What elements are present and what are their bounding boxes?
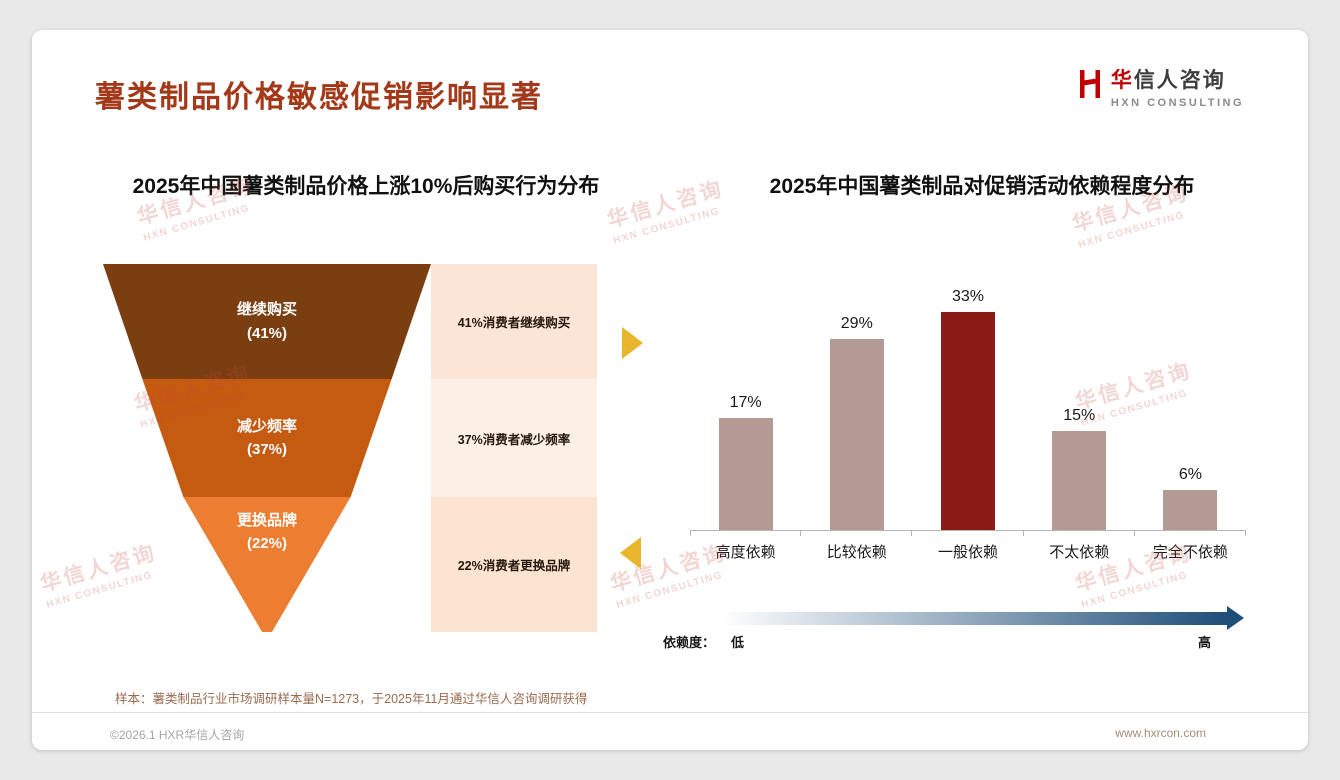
bar-高度依赖: [718, 418, 773, 530]
funnel-chart: 继续购买 (41%) 减少频率 (37%) 更换品牌 (22%): [103, 264, 431, 632]
logo-h-icon: [1078, 69, 1102, 104]
funnel-segment-continue-buying: 继续购买 (41%): [103, 264, 431, 379]
funnel-segment-label: 更换品牌 (22%): [236, 512, 297, 553]
funnel-annotation: 37%消费者减少频率: [431, 379, 597, 497]
bar-value-label: 17%: [729, 394, 762, 411]
bar-value-label: 6%: [1178, 466, 1202, 483]
bar-plot-area: 17% 29% 33% 15% 6%: [690, 275, 1246, 531]
bar-chart: 17% 29% 33% 15% 6% 高度依赖 比较依赖 一般依赖 不太依赖 完全不依赖: [690, 275, 1247, 562]
bar-value-label: 29%: [840, 315, 873, 332]
bar-category-label: 高度依赖: [690, 531, 802, 562]
logo-text: 华信人咨询 HXN CONSULTING: [1111, 64, 1244, 109]
bar-chart-title: 2025年中国薯类制品对促销活动依赖程度分布: [769, 175, 1195, 198]
right-arrow-icon: [622, 327, 643, 359]
page-title: 薯类制品价格敏感促销影响显著: [95, 81, 543, 114]
funnel-chart-title: 2025年中国薯类制品价格上涨10%后购买行为分布: [132, 175, 600, 198]
funnel-segment-reduce-frequency: 减少频率 (37%): [142, 379, 392, 497]
funnel-annotation: 41%消费者继续购买: [431, 264, 597, 379]
funnel-annotation: 22%消费者更换品牌: [431, 497, 597, 632]
dependency-legend-label: 依赖度：: [663, 635, 716, 650]
funnel-segment-switch-brand: 更换品牌 (22%): [183, 497, 351, 632]
copyright-text: ©2026.1 HXR华信人咨询: [110, 728, 245, 742]
bar-slot: 6%: [1135, 466, 1246, 530]
bar-一般依赖: [941, 312, 995, 530]
dependency-high-label: 高: [1197, 635, 1211, 650]
logo-en-name: HXN CONSULTING: [1110, 97, 1244, 109]
bar-category-label: 比较依赖: [801, 531, 913, 562]
logo-cn-name: 华信人咨询: [1110, 69, 1226, 92]
bar-比较依赖: [829, 339, 884, 530]
bar-完全不依赖: [1163, 490, 1218, 530]
bar-category-axis: 高度依赖 比较依赖 一般依赖 不太依赖 完全不依赖: [690, 531, 1247, 562]
gradient-arrowhead-icon: [1227, 606, 1244, 630]
slide-card: 华信人咨询 HXN CONSULTING 华信人咨询 HXN CONSULTING …: [32, 30, 1308, 750]
bar-category-label: 不太依赖: [1024, 531, 1136, 562]
bar-value-label: 33%: [951, 288, 985, 305]
dependency-low-label: 低: [731, 635, 745, 650]
bar-category-label: 一般依赖: [912, 531, 1024, 562]
bar-slot: 17%: [690, 394, 801, 530]
bar-不太依赖: [1052, 431, 1107, 530]
funnel-segment-label: 减少频率 (37%): [236, 417, 297, 458]
company-logo: 华信人咨询 HXN CONSULTING: [1078, 64, 1244, 109]
sample-footnote: 样本：薯类制品行业市场调研样本量N=1273，于2025年11月通过华信人咨询调…: [115, 692, 588, 706]
funnel-annotation-panel: 41%消费者继续购买 37%消费者减少频率 22%消费者更换品牌: [431, 264, 597, 632]
gradient-bar: [722, 611, 1227, 625]
dependency-axis-labels: 依赖度： 低 高: [663, 632, 1211, 651]
funnel-segment-label: 继续购买 (41%): [236, 301, 297, 342]
website-text: www.hxrcon.com: [1115, 726, 1206, 740]
bar-slot: 33%: [912, 288, 1023, 530]
bar-category-label: 完全不依赖: [1135, 531, 1247, 562]
bar-slot: 29%: [801, 315, 912, 530]
dependency-gradient-arrow: [722, 606, 1244, 630]
bar-value-label: 15%: [1063, 407, 1096, 424]
left-arrow-icon: [620, 537, 641, 569]
bar-slot: 15%: [1024, 407, 1135, 530]
footer-divider: [32, 712, 1308, 713]
